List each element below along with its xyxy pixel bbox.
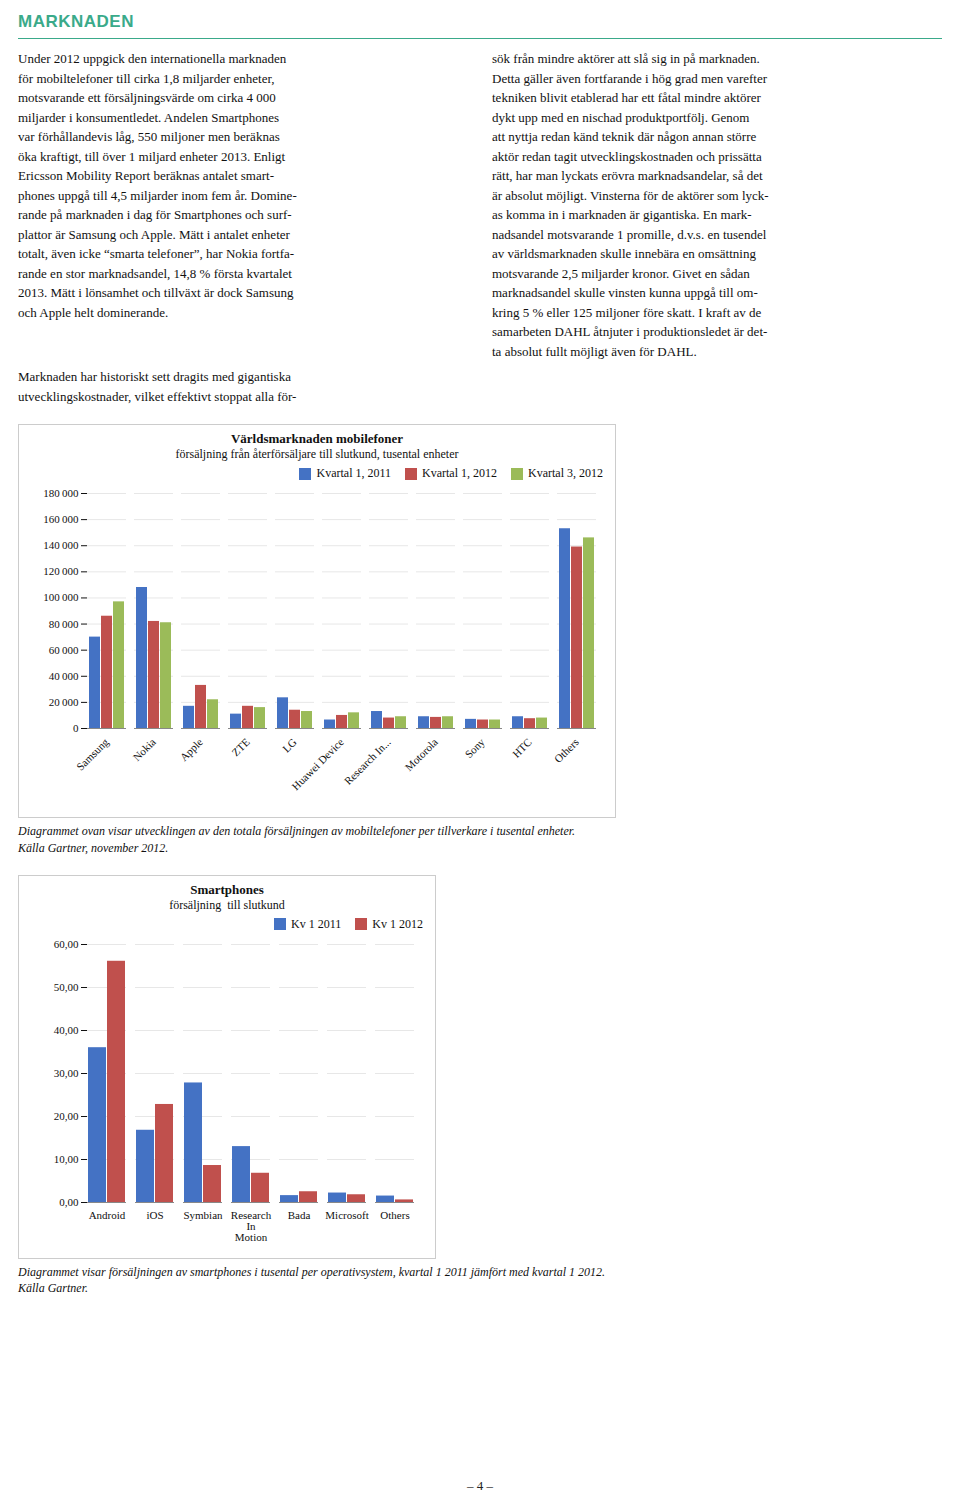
svg-text:120 000: 120 000 [43,565,79,577]
svg-text:80 000: 80 000 [49,618,79,630]
html-text:Smartphones: Smartphones [190,881,264,897]
html-text:Marknaden har historiskt sett: Marknaden har historiskt sett dragits me… [18,369,297,404]
svg-text:30,00: 30,00 [54,1067,79,1079]
svg-text:Microsoft: Microsoft [325,1209,368,1221]
svg-text:160 000: 160 000 [43,513,79,525]
svg-text:iOS: iOS [146,1209,163,1221]
html-text:Under 2012 uppgick den interna: Under 2012 uppgick den internationella m… [18,51,297,320]
html-text:Diagrammet visar försäljningen: Diagrammet visar försäljningen av smartp… [18,1264,606,1279]
svg-text:100 000: 100 000 [43,591,79,603]
svg-text:Research In...: Research In... [342,736,393,787]
svg-text:Samsung: Samsung [74,735,111,772]
svg-text:Android: Android [89,1209,126,1221]
svg-text:Others: Others [552,736,581,765]
html-text:Källa Gartner.: Källa Gartner. [18,1281,88,1296]
svg-text:Apple: Apple [177,736,205,764]
svg-text:Symbian: Symbian [183,1209,223,1221]
svg-text:0: 0 [73,722,79,734]
svg-text:Sony: Sony [462,735,487,760]
svg-text:10,00: 10,00 [54,1153,79,1165]
svg-text:140 000: 140 000 [43,539,79,551]
html-text:sök från mindre aktörer att sl: sök från mindre aktörer att slå sig in p… [492,51,769,359]
svg-text:Others: Others [380,1209,409,1221]
svg-text:Huawei Device: Huawei Device [289,736,346,793]
html-text:Diagrammet ovan visar utveckli: Diagrammet ovan visar utvecklingen av de… [18,824,576,838]
svg-text:Motorola: Motorola [402,736,440,774]
html-text:Kv 1 2011: Kv 1 2011 [291,916,342,931]
html-text:försäljning från återförsäljar: försäljning från återförsäljare till slu… [175,447,459,461]
html-text:Kvartal 1, 2012: Kvartal 1, 2012 [422,466,497,480]
svg-text:ZTE: ZTE [229,736,252,759]
svg-text:60 000: 60 000 [49,644,79,656]
svg-text:ResearchInMotion: ResearchInMotion [231,1209,272,1243]
svg-text:180 000: 180 000 [43,487,79,499]
html-text:försäljning till slutkund: försäljning till slutkund [169,897,285,912]
svg-text:LG: LG [280,736,299,755]
html-text:Kvartal 3, 2012: Kvartal 3, 2012 [528,466,603,480]
html-text:Världsmarknaden mobilefoner: Världsmarknaden mobilefoner [230,431,404,446]
svg-text:0,00: 0,00 [59,1196,79,1208]
svg-text:Nokia: Nokia [130,736,158,764]
html-text:Kv 1 2012: Kv 1 2012 [372,916,423,931]
svg-text:20,00: 20,00 [54,1110,79,1122]
html-text:Källa Gartner, november 2012.: Källa Gartner, november 2012. [18,840,169,855]
svg-text:20 000: 20 000 [49,696,79,708]
svg-text:HTC: HTC [510,736,534,760]
svg-text:60,00: 60,00 [54,938,79,950]
svg-text:Bada: Bada [288,1209,311,1221]
svg-text:40 000: 40 000 [49,670,79,682]
svg-text:40,00: 40,00 [54,1024,79,1036]
svg-text:50,00: 50,00 [54,981,79,993]
html-text:Kvartal 1, 2011: Kvartal 1, 2011 [316,466,391,480]
html-text:– 4 –: – 4 – [467,1478,493,1493]
html-text:MARKNADEN: MARKNADEN [18,12,134,31]
